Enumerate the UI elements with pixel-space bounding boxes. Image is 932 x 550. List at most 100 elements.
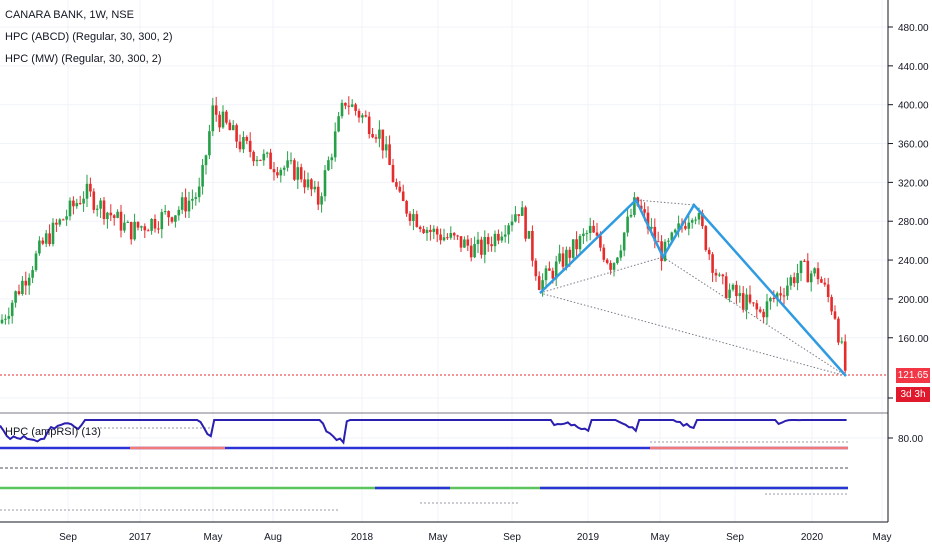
price-tick-label: 160.00 [898, 334, 929, 345]
candle-body [765, 301, 769, 318]
candle-body [707, 249, 711, 255]
candle-body [89, 183, 92, 192]
candle-body [180, 197, 184, 210]
candle-body [551, 270, 555, 279]
candle-body [609, 263, 612, 270]
candle-body [741, 293, 745, 310]
candle-body [187, 200, 191, 212]
candle-body [752, 302, 755, 304]
candle-body [422, 229, 425, 233]
candle-body [170, 217, 174, 222]
candle-body [34, 253, 38, 271]
candle-body [174, 215, 177, 222]
time-axis-labels: Sep 2017 May Aug 2018 May Sep 2019 May Sep 2020 May [59, 532, 891, 543]
candle-body [350, 104, 354, 107]
candle-body [252, 151, 255, 162]
candle-body [616, 257, 619, 264]
candle-body [816, 268, 820, 280]
candle-body [112, 215, 116, 218]
candle-body [656, 241, 660, 243]
candle-body [510, 221, 514, 226]
candle-body [721, 274, 725, 277]
candle-body [565, 249, 568, 267]
candle-body [384, 144, 388, 151]
horizontal-gridlines [0, 26, 888, 439]
candle-body [235, 125, 238, 142]
candle-body [653, 226, 657, 242]
candle-body [639, 205, 643, 210]
candle-body [782, 295, 786, 297]
candle-body [677, 223, 680, 230]
candle-body [41, 240, 45, 244]
candle-body [605, 259, 609, 264]
candle-body [517, 214, 521, 216]
candle-body [0, 319, 4, 324]
candle-body [425, 229, 429, 233]
legend-indicator-amprsi[interactable]: HPC (ampRSI) (13) [5, 426, 101, 438]
time-tick-label: 2019 [577, 532, 600, 543]
candle-body [282, 167, 286, 170]
candle-body [483, 237, 487, 255]
candle-body [541, 280, 544, 290]
candle-body [840, 341, 844, 343]
candle-body [439, 234, 442, 241]
candle-body [289, 160, 293, 162]
candle-body [449, 233, 453, 238]
candle-body [4, 318, 7, 320]
candle-body [697, 213, 701, 220]
candle-body [786, 285, 789, 296]
candle-body [367, 116, 371, 135]
candle-body [466, 239, 470, 246]
candle-body [684, 226, 687, 229]
price-tick-label: 400.00 [898, 101, 929, 112]
candle-body [711, 254, 714, 273]
candle-body [650, 226, 653, 229]
candle-body [809, 273, 813, 283]
candle-body [524, 207, 527, 239]
candle-body [48, 233, 51, 245]
legend-symbol[interactable]: CANARA BANK, 1W, NSE [5, 9, 134, 21]
candle-body [357, 110, 361, 118]
time-tick-label: Sep [726, 532, 744, 543]
candle-body [293, 160, 296, 180]
harmonic-pattern-line[interactable] [539, 197, 847, 377]
candlestick-series[interactable] [0, 96, 847, 374]
candle-body [490, 244, 493, 247]
time-tick-label: May [873, 532, 892, 543]
candle-body [347, 105, 351, 107]
candle-body [160, 212, 164, 230]
candle-body [330, 157, 334, 161]
candle-body [415, 214, 419, 227]
candle-body [333, 131, 337, 158]
candle-body [813, 268, 816, 274]
candle-body [820, 279, 823, 283]
candle-body [146, 230, 150, 232]
candle-body [218, 114, 221, 128]
candle-body [646, 212, 650, 229]
candle-body [401, 191, 405, 202]
candle-body [299, 167, 303, 180]
candle-body [140, 226, 143, 228]
candle-body [500, 236, 504, 241]
legend-indicator-mw[interactable]: HPC (MW) (Regular, 30, 300, 2) [5, 53, 162, 65]
candle-body [388, 144, 391, 165]
candle-body [344, 102, 347, 106]
candle-body [381, 129, 385, 151]
candle-body [459, 236, 463, 248]
price-tick-label: 240.00 [898, 256, 929, 267]
candle-body [473, 243, 476, 258]
candle-body [255, 159, 259, 162]
candle-body [435, 228, 439, 235]
candle-body [106, 212, 109, 220]
rsi-dotted-guides [0, 427, 848, 511]
candle-body [395, 182, 398, 187]
candle-body [21, 280, 24, 294]
legend-indicator-abcd[interactable]: HPC (ABCD) (Regular, 30, 300, 2) [5, 31, 173, 43]
candle-body [272, 169, 276, 173]
time-tick-label: Sep [59, 532, 77, 543]
candle-body [779, 293, 782, 296]
candle-body [527, 230, 531, 239]
candle-body [303, 179, 306, 188]
rsi-line[interactable] [0, 419, 847, 445]
